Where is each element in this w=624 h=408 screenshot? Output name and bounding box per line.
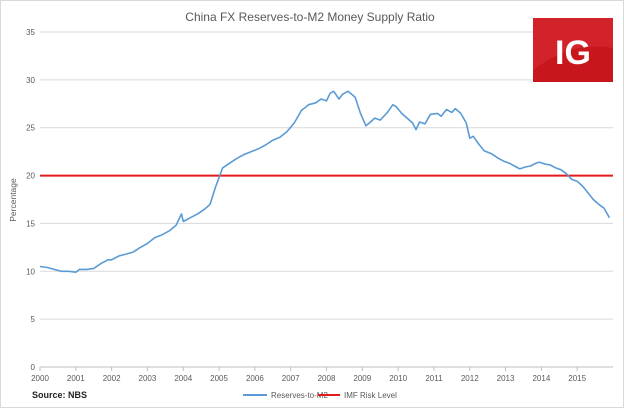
y-tick-label: 0 <box>31 363 36 372</box>
x-tick-label: 2015 <box>568 374 586 383</box>
x-tick-label: 2003 <box>139 374 157 383</box>
x-tick-label: 2008 <box>318 374 336 383</box>
y-tick-label: 35 <box>26 28 35 37</box>
y-tick-label: 15 <box>26 219 35 228</box>
x-tick-label: 2000 <box>31 374 49 383</box>
y-axis-ticks: 0 5 10 15 20 25 30 35 <box>26 28 35 372</box>
x-axis-ticks: 2000 2001 2002 2003 2004 2005 2006 2007 2008 2009… <box>31 367 587 383</box>
chart-title: China FX Reserves-to-M2 Money Supply Rat… <box>185 10 435 24</box>
y-tick-label: 30 <box>26 76 35 85</box>
x-tick-label: 2005 <box>210 374 228 383</box>
x-tick-label: 2009 <box>353 374 371 383</box>
legend-reserves-label: Reserves-to-M2 <box>271 391 328 400</box>
x-tick-label: 2001 <box>67 374 85 383</box>
x-tick-label: 2014 <box>532 374 550 383</box>
x-tick-label: 2010 <box>389 374 407 383</box>
y-tick-label: 25 <box>26 124 35 133</box>
series-reserves-to-m2 <box>39 90 611 273</box>
x-tick-label: 2011 <box>425 374 443 383</box>
y-tick-label: 20 <box>26 172 35 181</box>
x-tick-label: 2006 <box>246 374 264 383</box>
logo-shading <box>533 18 613 70</box>
y-tick-label: 5 <box>31 315 36 324</box>
legend-imf-label: IMF Risk Level <box>344 391 397 400</box>
source-note: Source: NBS <box>32 390 87 400</box>
x-tick-label: 2002 <box>103 374 121 383</box>
x-tick-label: 2012 <box>461 374 479 383</box>
y-axis-label: Percentage <box>8 178 18 222</box>
legend: Reserves-to-M2 IMF Risk Level <box>243 391 397 400</box>
logo-text: IG <box>555 34 591 72</box>
ig-logo: IG <box>533 18 613 82</box>
y-tick-label: 10 <box>26 267 35 276</box>
x-tick-label: 2007 <box>282 374 300 383</box>
x-tick-label: 2013 <box>497 374 515 383</box>
x-tick-label: 2004 <box>174 374 192 383</box>
